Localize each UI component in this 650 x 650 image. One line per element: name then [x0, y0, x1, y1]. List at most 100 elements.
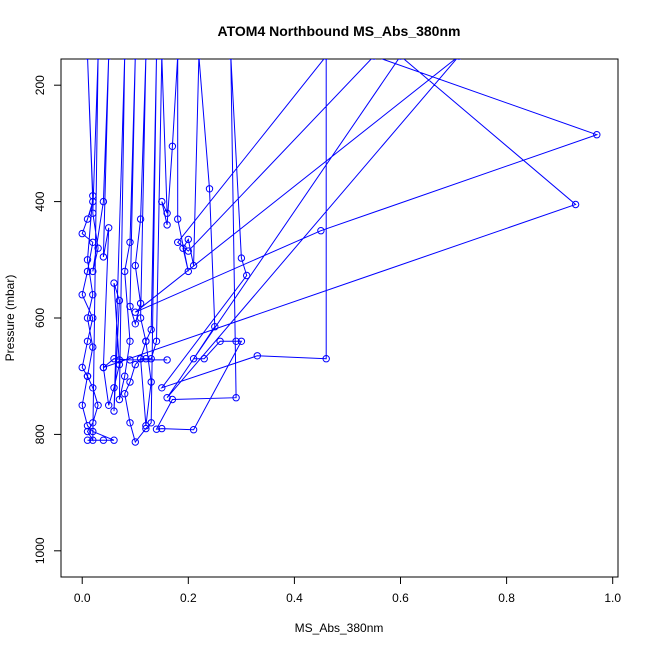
data-point — [174, 215, 182, 223]
data-point — [89, 314, 97, 322]
x-tick-label: 0.2 — [180, 591, 197, 605]
data-point — [184, 267, 193, 276]
data-point — [136, 299, 145, 308]
x-tick-label: 1.0 — [604, 591, 621, 605]
data-point — [115, 356, 124, 364]
data-point — [89, 267, 97, 276]
data-point — [89, 209, 97, 217]
data-point — [184, 247, 193, 255]
data-point — [237, 337, 246, 345]
data-point — [158, 424, 166, 433]
data-point — [121, 372, 129, 380]
data-point — [89, 192, 97, 200]
data-point — [89, 291, 97, 299]
data-point — [110, 279, 118, 287]
y-axis-title: Pressure (mbar) — [3, 275, 17, 362]
data-point — [237, 254, 246, 262]
data-point — [99, 363, 108, 372]
data-point — [228, 59, 234, 60]
data-point — [95, 59, 101, 60]
data-point — [322, 355, 330, 363]
data-point — [158, 384, 166, 392]
data-point — [136, 314, 145, 322]
data-point — [83, 215, 92, 223]
data-point — [126, 337, 134, 345]
data-point — [136, 215, 145, 223]
y-tick-label: 1000 — [33, 537, 47, 564]
y-tick-label: 200 — [33, 75, 47, 95]
data-point — [571, 200, 580, 209]
y-tick-label: 400 — [33, 191, 47, 211]
data-point — [83, 372, 92, 380]
x-tick-label: 0.8 — [498, 591, 515, 605]
data-point — [115, 296, 124, 305]
data-point — [89, 419, 97, 427]
data-point — [211, 323, 219, 331]
data-point — [456, 59, 462, 60]
y-tick-label: 800 — [33, 424, 47, 444]
data-point — [232, 337, 240, 345]
data-point — [110, 407, 118, 415]
data-point — [133, 59, 138, 60]
data-point — [136, 355, 145, 363]
data-point — [83, 256, 92, 264]
data-point — [78, 291, 86, 299]
data-point — [99, 253, 108, 261]
data-point — [205, 185, 214, 193]
data-point — [83, 314, 92, 322]
data-point — [89, 238, 97, 247]
data-point — [131, 360, 140, 369]
data-point — [110, 355, 118, 363]
x-tick-label: 0.4 — [286, 591, 303, 605]
data-point — [83, 337, 92, 345]
data-point — [83, 267, 92, 276]
data-point — [143, 59, 149, 60]
data-point — [152, 337, 161, 345]
data-point — [253, 352, 261, 360]
data-point — [196, 59, 202, 60]
data-point — [200, 355, 208, 363]
data-point — [131, 320, 140, 328]
data-point — [243, 271, 251, 280]
data-point — [142, 355, 150, 363]
data-point — [142, 424, 150, 433]
data-point — [398, 59, 403, 60]
data-point — [94, 401, 102, 409]
data-point — [83, 427, 92, 436]
data-point — [159, 59, 165, 60]
data-point — [163, 394, 171, 402]
data-point — [158, 197, 166, 206]
data-point — [163, 209, 171, 217]
data-point — [115, 395, 124, 404]
series-line — [81, 59, 599, 444]
y-axis: 200 400 600 800 1000 — [33, 75, 62, 564]
chart-title: ATOM4 Northbound MS_Abs_380nm — [218, 23, 461, 39]
data-point — [78, 401, 86, 409]
x-axis: 0.0 0.2 0.4 0.6 0.8 1.0 — [74, 576, 621, 605]
data-point — [78, 363, 86, 372]
data-point — [110, 384, 118, 392]
data-point — [147, 419, 155, 427]
data-point — [154, 59, 159, 60]
data-point — [89, 384, 97, 392]
x-tick-label: 0.6 — [392, 591, 409, 605]
data-point — [105, 224, 113, 232]
data-point — [126, 419, 134, 427]
data-point — [126, 302, 134, 311]
data-point — [175, 59, 180, 60]
data-point — [115, 360, 124, 369]
data-point — [189, 355, 198, 363]
data-point — [189, 426, 198, 434]
data-point — [89, 436, 97, 444]
data-point — [126, 378, 134, 386]
plot-area — [78, 59, 601, 446]
x-tick-label: 0.0 — [74, 591, 91, 605]
data-point — [142, 337, 150, 345]
y-tick-label: 600 — [33, 308, 47, 328]
data-point — [168, 395, 177, 404]
data-point — [89, 343, 97, 351]
data-point — [232, 394, 240, 402]
data-point — [105, 401, 113, 409]
data-point — [126, 238, 134, 247]
